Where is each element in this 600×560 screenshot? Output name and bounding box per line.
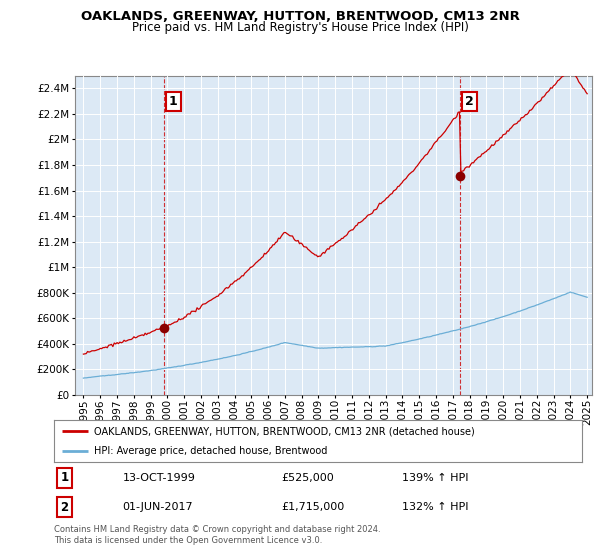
Text: £1,715,000: £1,715,000 bbox=[281, 502, 344, 512]
Text: 2: 2 bbox=[61, 501, 68, 514]
Text: 1: 1 bbox=[61, 471, 68, 484]
Text: 01-JUN-2017: 01-JUN-2017 bbox=[122, 502, 193, 512]
Text: 1: 1 bbox=[169, 95, 178, 108]
Text: 13-OCT-1999: 13-OCT-1999 bbox=[122, 473, 196, 483]
Text: £525,000: £525,000 bbox=[281, 473, 334, 483]
Text: OAKLANDS, GREENWAY, HUTTON, BRENTWOOD, CM13 2NR (detached house): OAKLANDS, GREENWAY, HUTTON, BRENTWOOD, C… bbox=[94, 426, 475, 436]
Text: HPI: Average price, detached house, Brentwood: HPI: Average price, detached house, Bren… bbox=[94, 446, 327, 456]
Text: OAKLANDS, GREENWAY, HUTTON, BRENTWOOD, CM13 2NR: OAKLANDS, GREENWAY, HUTTON, BRENTWOOD, C… bbox=[80, 10, 520, 23]
Text: Contains HM Land Registry data © Crown copyright and database right 2024.
This d: Contains HM Land Registry data © Crown c… bbox=[54, 525, 380, 545]
Text: Price paid vs. HM Land Registry's House Price Index (HPI): Price paid vs. HM Land Registry's House … bbox=[131, 21, 469, 34]
Text: 132% ↑ HPI: 132% ↑ HPI bbox=[403, 502, 469, 512]
Text: 139% ↑ HPI: 139% ↑ HPI bbox=[403, 473, 469, 483]
Text: 2: 2 bbox=[465, 95, 473, 108]
